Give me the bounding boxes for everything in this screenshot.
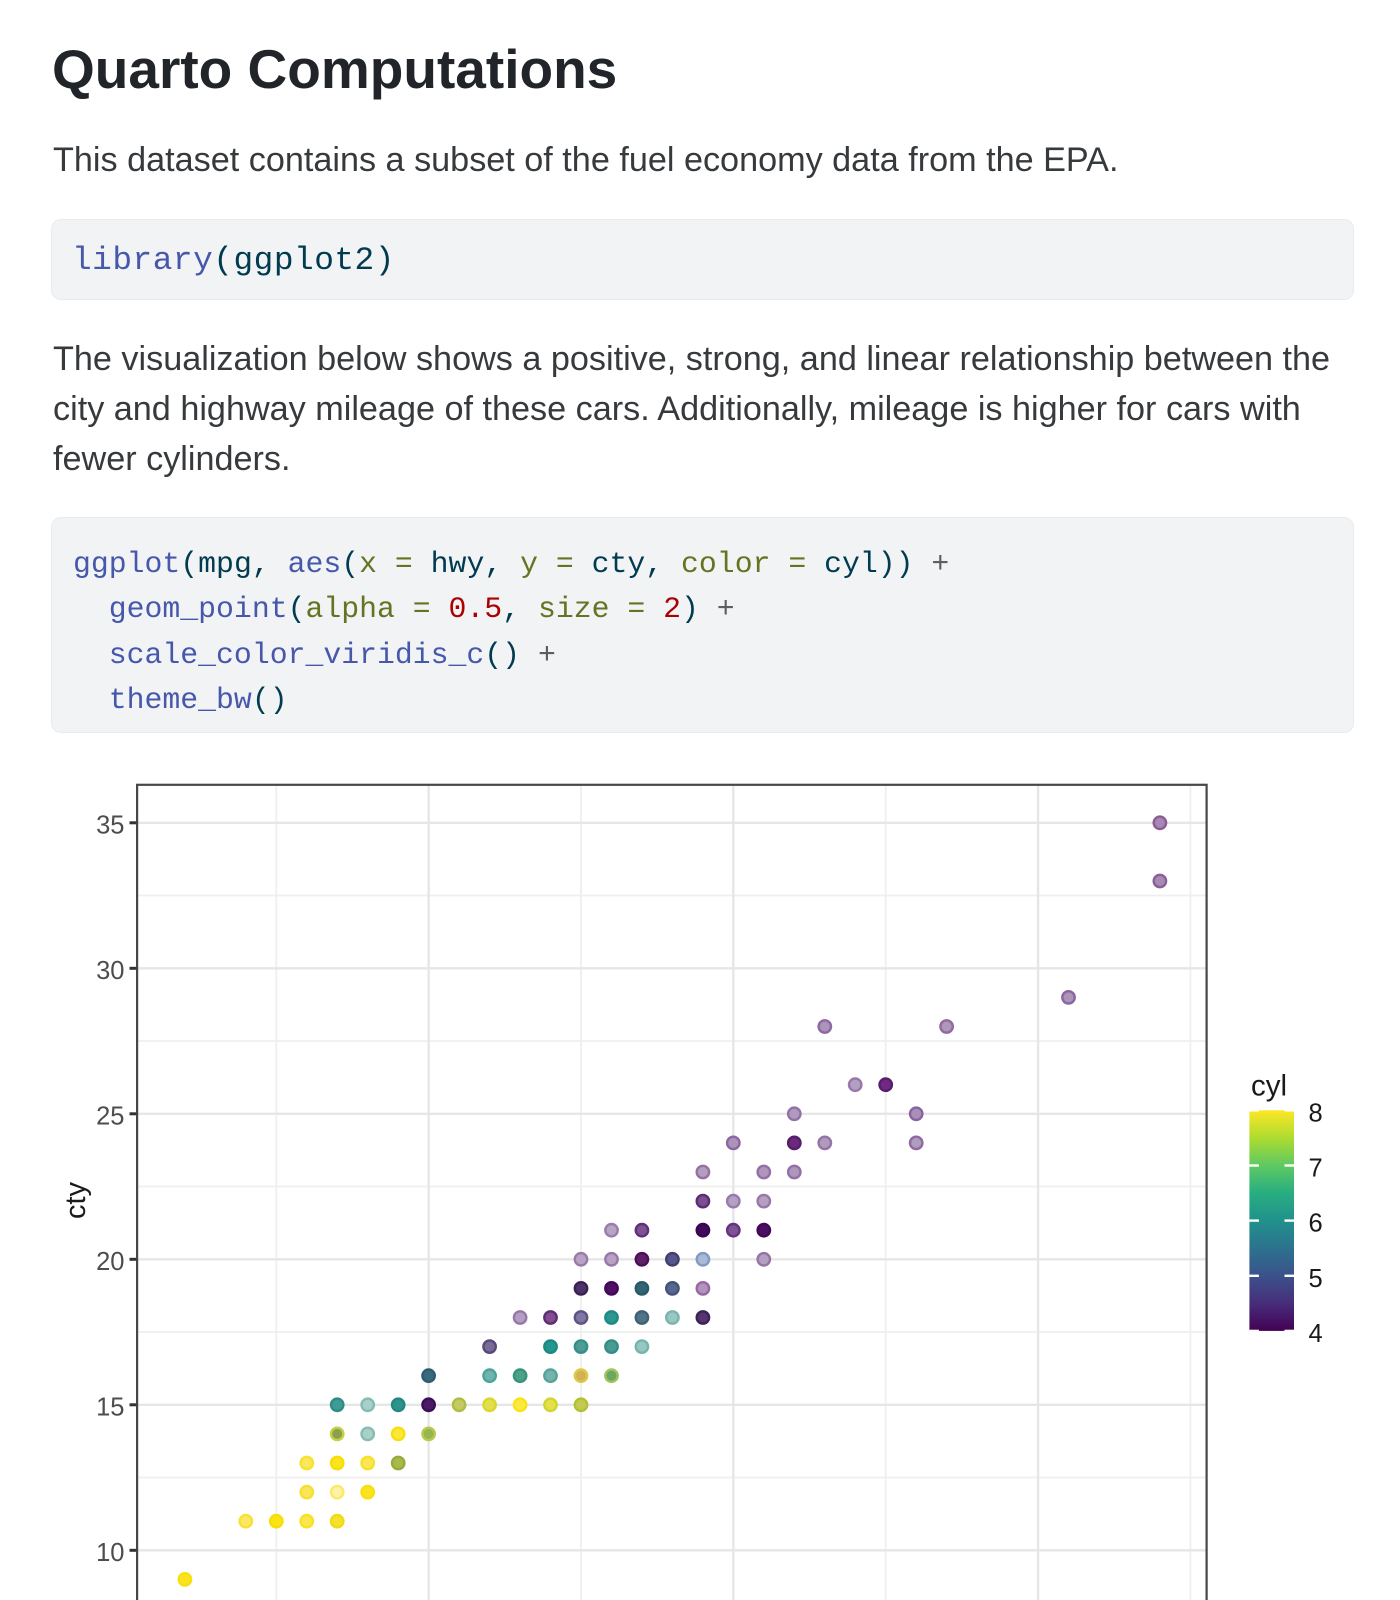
svg-text:25: 25 bbox=[96, 1102, 124, 1130]
svg-text:10: 10 bbox=[96, 1539, 124, 1567]
svg-text:35: 35 bbox=[96, 811, 124, 839]
svg-text:4: 4 bbox=[1309, 1320, 1323, 1348]
svg-text:cyl: cyl bbox=[1251, 1070, 1287, 1103]
svg-text:20: 20 bbox=[96, 1248, 124, 1276]
svg-text:15: 15 bbox=[96, 1393, 124, 1421]
svg-text:8: 8 bbox=[1309, 1099, 1323, 1127]
svg-text:5: 5 bbox=[1309, 1265, 1323, 1293]
svg-text:6: 6 bbox=[1309, 1210, 1323, 1238]
svg-text:cty: cty bbox=[60, 1181, 92, 1219]
svg-text:30: 30 bbox=[96, 957, 124, 985]
svg-text:7: 7 bbox=[1309, 1155, 1323, 1183]
